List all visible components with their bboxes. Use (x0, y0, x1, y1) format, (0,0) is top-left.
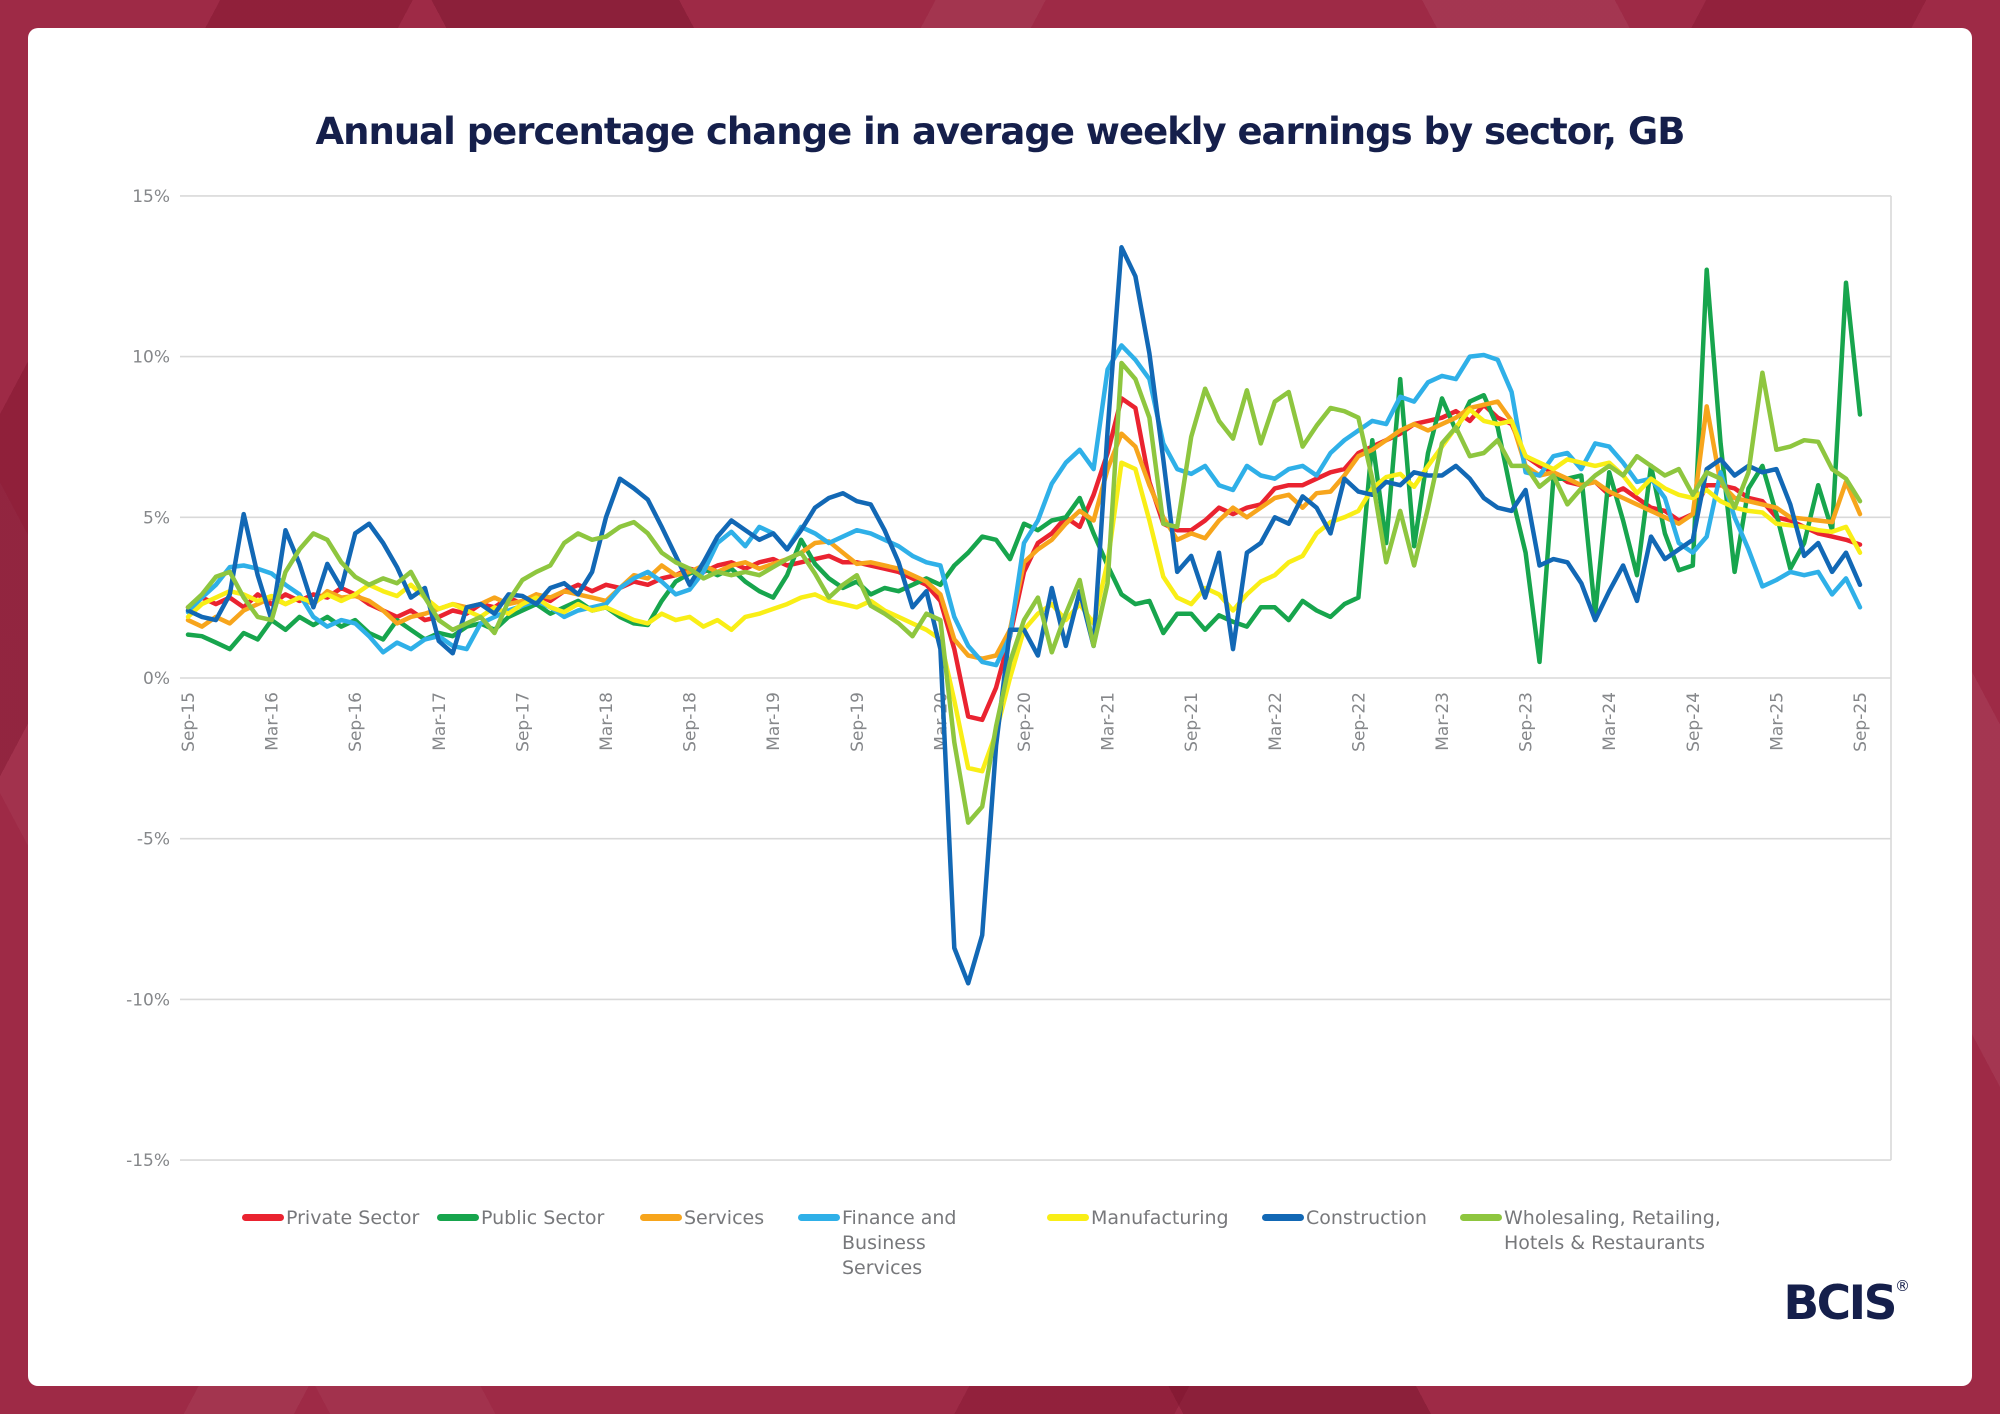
series-line-wholesaling-retailing-hotels-restaurants (185, 360, 1863, 825)
x-axis-tick-label: Sep-25 (1851, 692, 1871, 752)
x-axis-tick-label: Sep-15 (179, 692, 199, 752)
bcis-logo: BCIS® (1783, 1276, 1910, 1331)
x-axis-tick-label: Sep-18 (681, 692, 701, 752)
x-axis-tick-label: Sep-24 (1684, 692, 1704, 752)
registered-trademark-icon: ® (1895, 1277, 1910, 1295)
chart-title: Annual percentage change in average week… (315, 110, 1686, 153)
y-axis-label: -5% (137, 830, 170, 850)
series-line-public-sector (185, 267, 1863, 665)
legend-label: Services (684, 1207, 765, 1229)
x-axis-tick-label: Mar-24 (1600, 692, 1620, 751)
legend-label: Private Sector (286, 1207, 420, 1229)
y-axis-label: 5% (143, 508, 170, 528)
legend-item-public-sector: Public Sector (437, 1206, 604, 1231)
legend-label: Finance and Business Services (842, 1207, 957, 1280)
chart-panel: Annual percentage change in average week… (28, 28, 1972, 1386)
x-axis-tick-label: Sep-19 (848, 692, 868, 752)
y-axis-label: 10% (132, 348, 170, 368)
series-line-construction (185, 245, 1863, 986)
manufacturing-swatch-icon (1047, 1214, 1089, 1221)
x-axis-tick-label: Sep-20 (1015, 692, 1035, 752)
x-axis-tick-label: Mar-22 (1266, 692, 1286, 751)
legend-item-finance-business-services: Finance and Business Services (798, 1206, 982, 1281)
y-axis-label: 15% (132, 187, 170, 207)
legend-item-wholesaling-retailing: Wholesaling, Retailing, Hotels & Restaur… (1460, 1206, 1736, 1256)
series-line-finance-and-business-services (185, 343, 1863, 668)
x-axis-tick-label: Sep-23 (1517, 692, 1537, 752)
construction-swatch-icon (1262, 1214, 1304, 1221)
services-swatch-icon (640, 1214, 682, 1221)
x-axis-tick-label: Mar-19 (764, 692, 784, 751)
legend-label: Wholesaling, Retailing, Hotels & Restaur… (1504, 1207, 1721, 1255)
y-axis-label: 0% (143, 669, 170, 689)
public-sector-swatch-icon (437, 1214, 479, 1221)
x-axis-tick-label: Sep-21 (1182, 692, 1202, 752)
x-axis-tick-label: Mar-18 (597, 692, 617, 751)
legend-item-construction: Construction (1262, 1206, 1427, 1231)
y-axis-label: -10% (126, 990, 170, 1010)
chart-canvas: 15% 10% 5% 0% -5% -10% -15% Sep-15 Mar-16 Sep-16 M… (126, 187, 1892, 1171)
x-axis-tick-label: Mar-25 (1767, 692, 1787, 751)
x-axis-tick-label: Mar-17 (430, 692, 450, 751)
legend-label: Public Sector (481, 1207, 605, 1229)
chart-legend: Private Sector Public Sector Services Fi… (28, 1206, 1972, 1296)
legend-item-services: Services (640, 1206, 764, 1231)
x-axis-tick-label: Mar-16 (263, 692, 283, 751)
private-sector-swatch-icon (242, 1214, 284, 1221)
bcis-logo-text: BCIS (1783, 1276, 1897, 1331)
legend-item-private-sector: Private Sector (242, 1206, 419, 1231)
wholesaling-swatch-icon (1460, 1214, 1502, 1221)
legend-label: Construction (1306, 1207, 1427, 1229)
y-axis-label: -15% (126, 1151, 170, 1171)
legend-item-manufacturing: Manufacturing (1047, 1206, 1229, 1231)
x-axis-tick-label: Sep-22 (1349, 692, 1369, 752)
x-axis-tick-label: Mar-23 (1433, 692, 1453, 751)
x-axis-tick-label: Sep-16 (346, 692, 366, 752)
x-axis-tick-label: Mar-21 (1099, 692, 1119, 751)
x-axis-tick-label: Sep-17 (513, 692, 533, 752)
finance-swatch-icon (798, 1214, 840, 1221)
legend-label: Manufacturing (1091, 1207, 1229, 1229)
